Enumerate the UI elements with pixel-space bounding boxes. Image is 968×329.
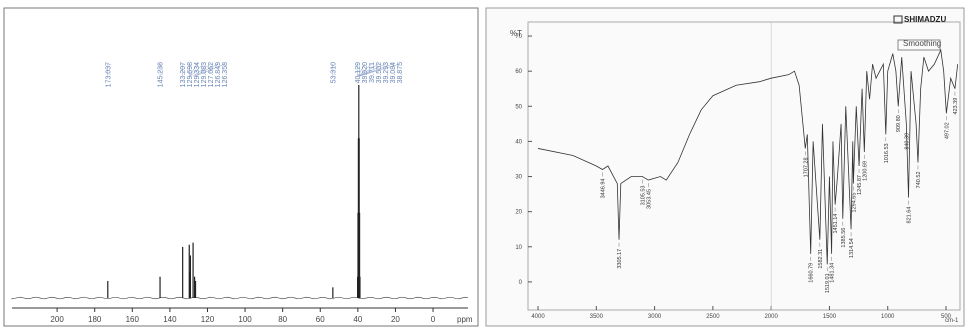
peak-label: 173.037 [105,62,112,87]
peak-label: 3105.53 [640,186,646,206]
brand: SHIMADZU [904,15,946,24]
leader [359,63,400,77]
note: Smoothing [903,39,941,48]
spectrum [537,48,959,265]
peak-label: 133.207 [180,62,187,87]
leader [359,63,393,77]
peak-label: 3446.94 [600,179,606,199]
leader [195,63,225,77]
peak-label: 1314.54 [849,238,855,258]
peak-label: 39.293 [383,62,390,84]
x-tick-label: 2000 [764,314,778,320]
x-tick-label: 100 [238,315,252,324]
peak-label: 3053.45 [646,189,652,209]
peak-label: 126.358 [222,62,229,87]
peak-label: 1200.69 [862,161,868,181]
x-tick-label: 1500 [823,314,837,320]
peak-label: 740.52 [916,171,922,188]
peak-label: 1481.34 [830,263,836,283]
leader [189,63,197,77]
y-tick-label: 20 [515,210,522,216]
x-axis-label: ppm [457,315,473,324]
y-tick-label: 30 [515,175,522,181]
peak-label: 129.083 [201,62,208,87]
y-tick-label: 40 [515,139,522,145]
leader [359,63,386,77]
y-tick-label: 0 [519,280,523,286]
peak-label: 39.084 [390,62,397,84]
peak-label: 40.129 [355,62,362,84]
x-tick-label: 20 [391,315,400,324]
y-tick-label: 70 [515,34,522,40]
nmr-frame [3,7,479,327]
x-tick-label: 0 [431,315,436,324]
peak-label: 1519.01 [825,273,831,293]
ir-frame [485,7,965,327]
peak-label: 497.02 [944,122,950,139]
peak-label: 38.875 [397,62,404,84]
ir-plot-area [527,21,961,311]
x-tick-label: 500 [941,314,952,320]
leader [192,63,211,77]
peak-label: 1660.79 [809,263,815,283]
x-tick-label: 3500 [590,314,604,320]
peak-label: 1707.28 [803,157,809,177]
peak-label: 1385.56 [841,228,847,248]
peak-label: 126.849 [215,62,222,87]
leader [194,63,218,77]
y-tick-label: 60 [515,69,522,75]
x-tick-label: 160 [126,315,140,324]
x-tick-label: 40 [353,315,362,324]
peak-label: 3305.17 [617,249,623,269]
peak-label: 1451.14 [833,214,839,234]
x-tick-label: 180 [88,315,102,324]
peak-label: 909.80 [896,115,902,132]
peak-label: 53.310 [330,62,337,84]
x-tick-label: 1000 [881,314,895,320]
peak-label: 39.920 [362,62,369,84]
x-tick-label: 80 [278,315,287,324]
peak-label: 423.39 [953,98,959,115]
baseline [11,296,469,300]
peak-label: 39.502 [376,62,383,84]
brand-icon [893,15,903,24]
y-axis-label: %T [510,29,522,38]
peak-label: 1582.31 [818,249,824,269]
peak-label: 127.662 [208,62,215,87]
x-tick-label: 2500 [706,314,720,320]
x-tick-label: 140 [163,315,177,324]
y-tick-label: 10 [515,245,522,251]
peak-label: 145.238 [158,62,165,87]
x-axis-label: cm-1 [945,318,959,324]
leader [357,63,365,77]
x-tick-label: 120 [201,315,215,324]
peak-label: 1245.87 [857,175,863,195]
peak-label: 1016.53 [884,143,890,163]
note-box [897,39,941,51]
leader [358,63,379,77]
x-tick-label: 200 [50,315,64,324]
peak-label: 821.64 [907,207,913,224]
peak-label: 1294.65 [851,193,857,213]
x-tick-label: 4000 [531,314,545,320]
x-tick-label: 3000 [648,314,662,320]
peak-label: 840.39 [904,133,910,150]
leader [358,63,372,77]
x-tick-label: 60 [316,315,325,324]
leader [190,63,204,77]
y-tick-label: 50 [515,104,522,110]
